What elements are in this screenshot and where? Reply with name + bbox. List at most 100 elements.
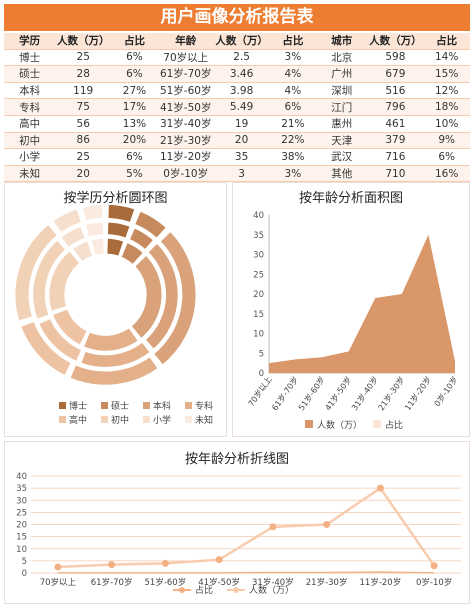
table-header-cell: 城市 — [316, 33, 368, 50]
x-tick-label-6: 11岁-20岁 — [360, 577, 402, 588]
table-header-cell: 人数（万） — [213, 33, 270, 50]
table-row: 硕士 28 6% 61岁-70岁 3.46 4% 广州 679 15% — [4, 65, 470, 83]
table-cell: 56 — [55, 115, 112, 133]
x-tick-label-2: 51岁-60岁 — [296, 374, 327, 412]
table-header-cell: 占比 — [111, 33, 158, 50]
line-point-6 — [376, 484, 384, 492]
table-cell: 516 — [367, 82, 424, 100]
table-row: 小学 25 6% 11岁-20岁 35 38% 武汉 716 6% — [4, 148, 470, 166]
table-cell: 博士 — [4, 49, 56, 67]
area-chart-panel: 按年龄分析面积图 0 5 10 15 20 25 30 35 40 70岁以上 61岁-70岁 51岁… — [232, 182, 470, 437]
table-cell: 20% — [111, 132, 158, 150]
y-tick-label: 40 — [16, 472, 27, 482]
table-body: 博士 25 6% 70岁以上 2.5 3% 北京 598 14% 硕士 28 6% 61岁-70岁 3.4… — [4, 49, 470, 183]
table-cell: 461 — [367, 115, 424, 133]
table-header-cell: 占比 — [269, 33, 317, 50]
table-cell: 38% — [269, 148, 317, 166]
y-tick-label: 10 — [253, 330, 264, 340]
donut-slice-2-6 — [51, 207, 83, 234]
table-row: 初中 86 20% 21岁-30岁 20 22% 天津 379 9% — [4, 132, 470, 150]
table-cell: 0岁-10岁 — [157, 165, 214, 183]
table-cell: 6% — [111, 148, 158, 166]
table-cell: 广州 — [316, 65, 368, 83]
donut-slice-1-1 — [128, 226, 155, 251]
legend-label-6: 小学 — [153, 414, 171, 426]
y-tick-label: 5 — [22, 557, 27, 567]
legend-swatch-7 — [185, 416, 192, 423]
table-cell: 专科 — [4, 98, 56, 116]
x-tick-label-7: 0岁-10岁 — [432, 374, 460, 408]
table-cell: 本科 — [4, 82, 56, 100]
table-cell: 21% — [269, 115, 317, 133]
table-cell: 796 — [367, 98, 424, 116]
legend-label-count: 人数（万） — [249, 584, 294, 596]
donut-slice-0-1 — [120, 241, 145, 266]
table-cell: 21岁-30岁 — [157, 132, 214, 150]
table-cell: 25 — [55, 49, 112, 67]
donut-slice-1-6 — [59, 225, 87, 249]
x-tick-label-5: 21岁-30岁 — [376, 374, 407, 412]
legend-label-7: 未知 — [195, 414, 213, 426]
legend-label-4: 高中 — [69, 414, 87, 426]
table-cell: 4% — [269, 65, 317, 83]
x-tick-label-0: 70岁以上 — [246, 374, 274, 408]
y-tick-label: 15 — [253, 310, 264, 320]
legend-label-1: 硕士 — [111, 400, 129, 412]
table-cell: 679 — [367, 65, 424, 83]
legend-swatch-0 — [59, 402, 66, 409]
table-cell: 北京 — [316, 49, 368, 67]
table-cell: 3.46 — [213, 65, 270, 83]
legend-swatch-4 — [59, 416, 66, 423]
legend-label-pct: 占比 — [385, 419, 403, 431]
donut-slice-1-5 — [31, 238, 67, 321]
table-cell: 70岁以上 — [157, 49, 214, 67]
donut-slice-2-3 — [68, 355, 160, 387]
x-tick-label-1: 61岁-70岁 — [91, 577, 133, 588]
data-table: 学历 人数（万） 占比 年龄 人数（万） 占比 城市 人数（万） 占比 博士 25 6% 70岁以上 2… — [4, 33, 470, 183]
donut-slice-0-4 — [51, 307, 89, 347]
legend-swatch-6 — [143, 416, 150, 423]
legend-swatch-1 — [101, 402, 108, 409]
y-tick-label: 40 — [253, 211, 264, 221]
table-cell: 119 — [55, 82, 112, 100]
line-point-3 — [215, 556, 223, 564]
line-point-5 — [323, 521, 331, 528]
table-cell: 15% — [423, 65, 470, 83]
table-cell: 硕士 — [4, 65, 56, 83]
y-tick-label: 35 — [16, 484, 27, 494]
x-tick-label-6: 11岁-20岁 — [402, 374, 433, 412]
table-cell: 天津 — [316, 132, 368, 150]
legend-label-pct: 占比 — [195, 584, 213, 596]
table-cell: 6% — [111, 49, 158, 67]
y-tick-label: 20 — [16, 521, 27, 531]
x-tick-label-4: 31岁-40岁 — [252, 577, 294, 588]
donut-slice-0-2 — [130, 254, 163, 340]
table-cell: 598 — [367, 49, 424, 67]
table-cell: 11岁-20岁 — [157, 148, 214, 166]
table-header-cell: 占比 — [423, 33, 470, 50]
y-tick-label: 5 — [259, 349, 264, 359]
table-header-cell: 人数（万） — [55, 33, 112, 50]
legend-label-3: 专科 — [195, 400, 213, 412]
y-tick-label: 25 — [253, 270, 264, 280]
donut-slice-0-7 — [90, 237, 105, 257]
table-cell: 25 — [55, 148, 112, 166]
table-cell: 江门 — [316, 98, 368, 116]
table-row: 博士 25 6% 70岁以上 2.5 3% 北京 598 14% — [4, 49, 470, 67]
table-cell: 5.49 — [213, 98, 270, 116]
area-chart-title: 按年龄分析面积图 — [298, 191, 403, 206]
y-tick-label: 0 — [259, 369, 264, 379]
legend-swatch-pct — [373, 420, 381, 428]
donut-slice-2-2 — [152, 230, 197, 367]
legend-swatch-count — [305, 420, 313, 428]
area-series-count — [269, 234, 455, 373]
table-cell: 6% — [269, 98, 317, 116]
donut-slice-2-1 — [133, 209, 168, 240]
legend-label-0: 博士 — [69, 400, 87, 412]
table-cell: 75 — [55, 98, 112, 116]
legend-swatch-3 — [185, 402, 192, 409]
table-cell: 其他 — [316, 165, 368, 183]
table-cell: 4% — [269, 82, 317, 100]
donut-chart-title: 按学历分析圆环图 — [63, 191, 168, 206]
